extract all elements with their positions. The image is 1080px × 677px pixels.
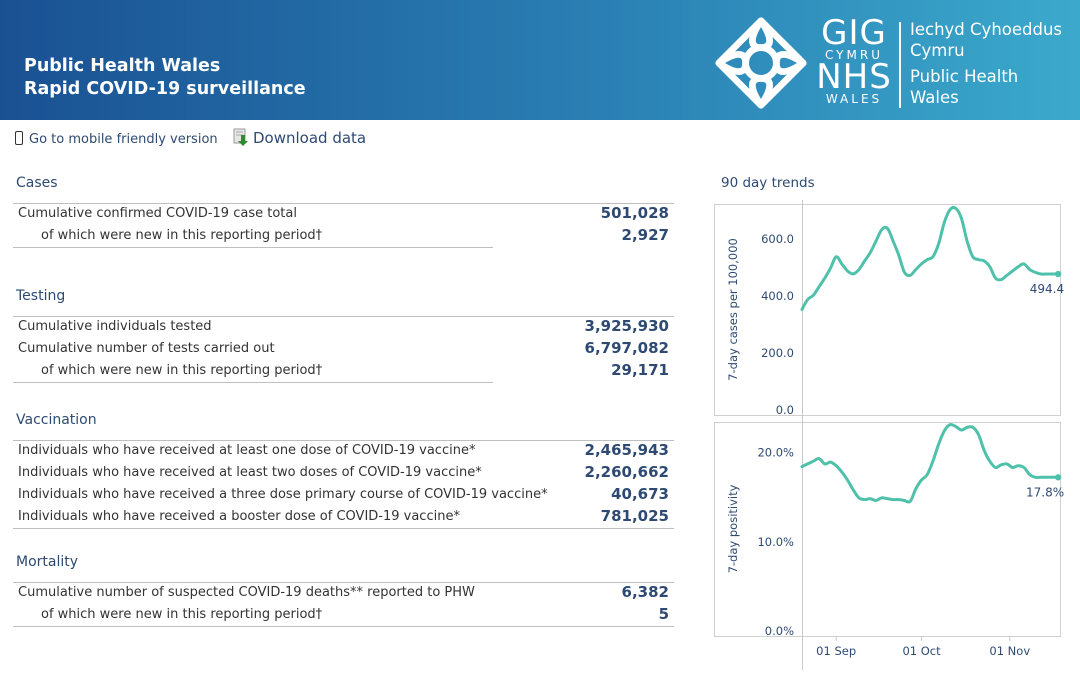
divider [13,440,674,441]
mobile-version-label: Go to mobile friendly version [29,132,218,147]
download-data-label: Download data [253,129,367,147]
logo-gig: GIG [821,13,887,53]
y-tick-label: 20.0% [757,446,794,460]
divider [13,626,674,627]
divider [13,203,674,204]
welsh-knot-logo-icon [715,17,807,109]
y-tick-label: 0.0% [765,624,794,638]
y-tick-label: 10.0% [757,535,794,549]
series-line [800,206,1060,311]
logo-nhs: NHS [816,57,892,97]
download-data-link[interactable]: Download data [233,128,366,147]
section-title-cases: Cases [16,175,58,191]
stat-label: Individuals who have received at least t… [18,465,482,480]
stat-value: 2,465,943 [584,441,669,459]
section-title-vaccination: Vaccination [16,412,97,428]
logo-divider [899,22,901,108]
divider [13,247,493,248]
section-title-testing: Testing [16,288,66,304]
stat-row-one-dose: Individuals who have received at least o… [13,440,674,462]
logo-wales: WALES [825,92,883,106]
stat-label: Cumulative number of suspected COVID-19 … [18,585,475,600]
x-tick-label: 01 Oct [902,644,941,658]
stat-value: 29,171 [611,361,669,379]
stat-value: 781,025 [600,507,669,525]
y-tick-label: 0.0 [776,403,794,417]
chart-panel-border-bottom [714,422,1061,637]
stat-row-new-tests: of which were new in this reporting peri… [13,360,674,382]
x-tick-label: 01 Sep [816,644,856,658]
stat-label: Individuals who have received at least o… [18,443,476,458]
logo-welsh-line2: Cymru [910,40,965,60]
last-value-label: 494.4 [1030,282,1064,296]
page-header: Public Health Wales Rapid COVID-19 surve… [0,0,1080,120]
header-title-line2: Rapid COVID-19 surveillance [24,79,306,99]
trends-chart: 0.0 200.0 400.0 600.0 7-day cases per 100,00… [714,200,1064,670]
stat-value: 2,927 [621,226,669,244]
stat-label: of which were new in this reporting peri… [41,607,323,622]
divider [13,582,674,583]
phw-logo-text: Iechyd Cyhoeddus Cymru Public Health Wal… [910,20,1062,108]
x-tick-label: 01 Nov [989,644,1030,658]
last-value-marker [1054,270,1062,278]
nhs-wales-wordmark: GIG CYMRU NHS WALES [816,13,892,106]
logo-english-line1: Public Health [910,67,1019,86]
logo-welsh-line1: Iechyd Cyhoeddus [910,20,1063,39]
stat-row-three-dose-primary: Individuals who have received a three do… [13,484,674,506]
stat-row-tests-carried-out: Cumulative number of tests carried out 6… [13,338,674,360]
section-title-mortality: Mortality [16,554,79,570]
stat-label: of which were new in this reporting peri… [41,363,323,378]
stat-value: 6,797,082 [584,339,669,357]
stat-label: Cumulative individuals tested [18,319,212,334]
stat-value: 2,260,662 [584,463,669,481]
stat-row-two-doses: Individuals who have received at least t… [13,462,674,484]
y-tick-label: 600.0 [761,232,794,246]
mobile-phone-icon [15,131,23,145]
stat-row-individuals-tested: Cumulative individuals tested 3,925,930 [13,316,674,338]
y-tick-label: 400.0 [761,289,794,303]
divider [13,382,493,383]
y-axis-label: 7-day positivity [726,484,740,573]
stat-row-cumulative-deaths: Cumulative number of suspected COVID-19 … [13,582,674,604]
stat-label: Individuals who have received a three do… [18,487,548,502]
stat-value: 501,028 [600,204,669,222]
stat-value: 5 [658,605,669,623]
stat-value: 40,673 [611,485,669,503]
stat-label: Cumulative confirmed COVID-19 case total [18,206,297,221]
stat-row-cumulative-cases: Cumulative confirmed COVID-19 case total… [13,203,674,225]
header-title: Public Health Wales Rapid COVID-19 surve… [24,55,306,101]
last-value-marker [1054,474,1062,481]
stat-value: 3,925,930 [584,317,669,335]
chart-panel-border-top [714,204,1061,416]
y-tick-label: 200.0 [761,346,794,360]
stat-row-booster: Individuals who have received a booster … [13,506,674,528]
mobile-version-link[interactable]: Go to mobile friendly version [15,131,218,147]
stat-label: Cumulative number of tests carried out [18,341,275,356]
header-title-line1: Public Health Wales [24,56,221,76]
stat-row-new-cases: of which were new in this reporting peri… [13,225,674,247]
download-icon [233,128,248,146]
stat-label: of which were new in this reporting peri… [41,228,323,243]
stat-value: 6,382 [621,583,669,601]
trends-title: 90 day trends [721,175,815,191]
last-value-label: 17.8% [1026,485,1064,499]
logo-cymru: CYMRU [825,48,883,62]
stat-label: Individuals who have received a booster … [18,509,460,524]
series-line [800,423,1060,504]
divider [13,316,674,317]
divider [13,528,674,529]
y-axis-label: 7-day cases per 100,000 [726,238,740,381]
stat-row-new-deaths: of which were new in this reporting peri… [13,604,674,626]
logo-english-line2: Wales [910,87,959,107]
